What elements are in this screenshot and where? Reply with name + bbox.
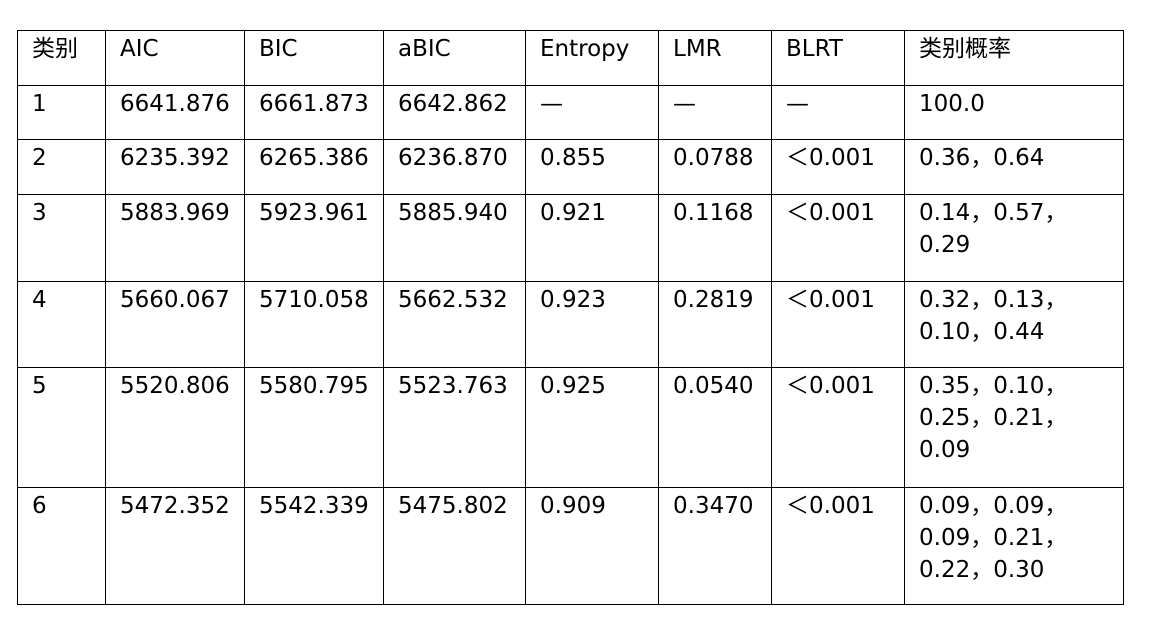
cell: 6	[17, 487, 106, 605]
cell: 6236.870	[383, 139, 526, 195]
cell: 100.0	[904, 85, 1124, 140]
cell: ＜0.001	[771, 281, 905, 368]
cell: 5660.067	[105, 281, 245, 368]
cell: 6661.873	[244, 85, 384, 140]
cell: 0.0540	[658, 367, 772, 488]
cell: 5662.532	[383, 281, 526, 368]
cell: 5472.352	[105, 487, 245, 605]
data-table: 类别 AIC BIC aBIC Entropy LMR BLRT 类别概率 1 6641.876 6…	[17, 30, 1124, 605]
cell: 0.855	[525, 139, 659, 195]
cell: 0.32，0.13，0.10，0.44	[904, 281, 1124, 368]
cell: 5580.795	[244, 367, 384, 488]
cell: 6265.386	[244, 139, 384, 195]
cell: 5923.961	[244, 194, 384, 282]
cell: 5	[17, 367, 106, 488]
header-cell: 类别概率	[904, 30, 1124, 86]
cell: 0.3470	[658, 487, 772, 605]
cell: 0.36，0.64	[904, 139, 1124, 195]
body-row: 3 5883.969 5923.961 5885.940 0.921 0.1168 ＜0.0…	[17, 194, 1124, 282]
cell: 3	[17, 194, 106, 282]
cell: —	[525, 85, 659, 140]
body-row: 5 5520.806 5580.795 5523.763 0.925 0.0540 ＜0.0…	[17, 367, 1124, 488]
cell: 5520.806	[105, 367, 245, 488]
cell: 0.923	[525, 281, 659, 368]
header-cell: Entropy	[525, 30, 659, 86]
cell: 2	[17, 139, 106, 195]
cell: ＜0.001	[771, 487, 905, 605]
cell: 5542.339	[244, 487, 384, 605]
body-row: 2 6235.392 6265.386 6236.870 0.855 0.0788 ＜0.0…	[17, 139, 1124, 195]
cell: 6641.876	[105, 85, 245, 140]
header-cell: LMR	[658, 30, 772, 86]
cell: 5885.940	[383, 194, 526, 282]
cell: 5475.802	[383, 487, 526, 605]
cell: —	[658, 85, 772, 140]
cell: ＜0.001	[771, 367, 905, 488]
header-cell: BIC	[244, 30, 384, 86]
cell: 0.909	[525, 487, 659, 605]
body-row: 6 5472.352 5542.339 5475.802 0.909 0.3470 ＜0.0…	[17, 487, 1124, 605]
cell: 5883.969	[105, 194, 245, 282]
cell: 6235.392	[105, 139, 245, 195]
cell: 4	[17, 281, 106, 368]
cell: 0.09，0.09，0.09，0.21，0.22，0.30	[904, 487, 1124, 605]
cell: ＜0.001	[771, 139, 905, 195]
cell: 0.925	[525, 367, 659, 488]
cell: 0.35，0.10，0.25，0.21，0.09	[904, 367, 1124, 488]
body-row: 1 6641.876 6661.873 6642.862— — —100.0	[17, 85, 1124, 140]
cell: 0.921	[525, 194, 659, 282]
header-cell: 类别	[17, 30, 106, 86]
body-row: 4 5660.067 5710.058 5662.532 0.923 0.2819 ＜0.0…	[17, 281, 1124, 368]
cell: 0.0788	[658, 139, 772, 195]
cell: 0.1168	[658, 194, 772, 282]
cell: 5523.763	[383, 367, 526, 488]
cell: 0.14，0.57，0.29	[904, 194, 1124, 282]
header-cell: AIC	[105, 30, 245, 86]
cell: 1	[17, 85, 106, 140]
header-row: 类别 AIC BIC aBIC Entropy LMR BLRT 类别概率	[17, 30, 1124, 86]
cell: 6642.862	[383, 85, 526, 140]
header-cell: aBIC	[383, 30, 526, 86]
cell: 0.2819	[658, 281, 772, 368]
cell: —	[771, 85, 905, 140]
cell: ＜0.001	[771, 194, 905, 282]
cell: 5710.058	[244, 281, 384, 368]
header-cell: BLRT	[771, 30, 905, 86]
